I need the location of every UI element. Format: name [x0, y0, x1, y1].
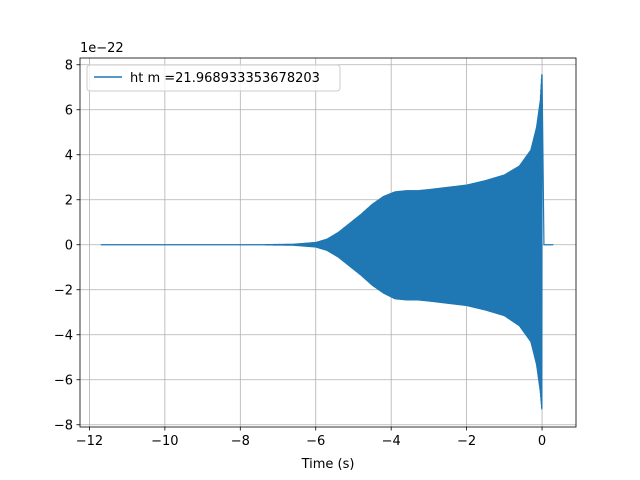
- y-tick-label: 2: [65, 193, 73, 208]
- x-tick-label: 0: [538, 434, 546, 449]
- x-tick-label: −12: [76, 434, 103, 449]
- x-tick-label: −10: [151, 434, 178, 449]
- legend-box: [86, 64, 341, 92]
- x-tick-label: −4: [382, 434, 401, 449]
- y-tick-label: 8: [65, 58, 73, 73]
- y-axis-ticks: −8 −6 −4 −2 0 2 4 6 8: [54, 58, 80, 433]
- y-tick-label: −4: [54, 328, 73, 343]
- y-tick-label: −6: [54, 373, 73, 388]
- legend: ht m =21.968933353678203: [86, 64, 341, 92]
- series-line: [100, 74, 554, 410]
- y-offset-label: 1e−22: [80, 41, 124, 56]
- x-axis-label: Time (s): [301, 457, 355, 472]
- y-tick-label: 0: [65, 238, 73, 253]
- x-axis-ticks: −12 −10 −8 −6 −4 −2 0: [76, 427, 546, 449]
- legend-label: ht m =21.968933353678203: [130, 71, 320, 86]
- y-tick-label: 6: [65, 103, 73, 118]
- x-tick-label: −6: [306, 434, 325, 449]
- plot-frame: [79, 57, 577, 428]
- waveform-series: [100, 74, 554, 410]
- x-tick-label: −8: [231, 434, 250, 449]
- y-tick-label: −2: [54, 283, 73, 298]
- y-tick-label: −8: [54, 418, 73, 433]
- x-tick-label: −2: [457, 434, 476, 449]
- y-tick-label: 4: [65, 148, 73, 163]
